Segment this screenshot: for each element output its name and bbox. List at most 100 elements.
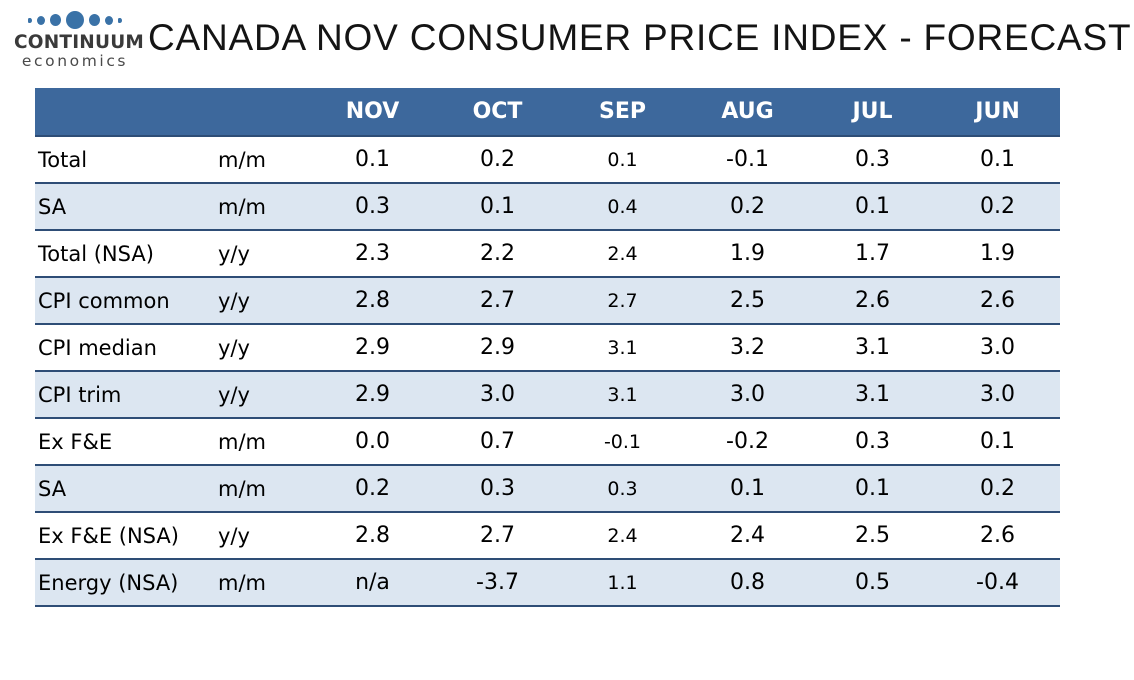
value-cell: 2.3 [355,241,390,266]
row-unit: y/y [218,241,250,266]
value-cell: 2.6 [980,288,1015,313]
value-cell: 2.9 [355,335,390,360]
value-cell: 2.4 [607,524,638,547]
value-cell: 2.7 [480,523,515,548]
value-cell: 2.2 [480,241,515,266]
row-label: Total (NSA) [38,241,154,266]
row-label: Ex F&E [38,429,113,454]
value-cell: 3.1 [855,382,890,407]
table-row: CPI median y/y 2.9 2.9 3.1 3.2 3.1 3.0 [35,324,1060,371]
row-unit: m/m [218,570,266,595]
value-cell: 3.0 [980,335,1015,360]
value-cell: 0.7 [480,429,515,454]
column-header-blank [35,88,215,137]
value-cell: 0.3 [607,477,638,500]
value-cell: 0.2 [355,476,390,501]
value-cell: 1.9 [980,241,1015,266]
value-cell: 0.1 [980,429,1015,454]
value-cell: 0.8 [730,570,765,595]
column-header-nov: NOV [310,88,435,137]
value-cell: 3.1 [607,336,638,359]
cpi-forecast-table-container: NOV OCT SEP AUG JUL JUN Total m/m 0.1 0.2 0.1 -0.1… [35,88,1060,607]
value-cell: 2.6 [980,523,1015,548]
logo-dot [66,11,84,29]
value-cell: 0.5 [855,570,890,595]
cpi-forecast-table: NOV OCT SEP AUG JUL JUN Total m/m 0.1 0.2 0.1 -0.1… [35,88,1060,607]
column-header-oct: OCT [435,88,560,137]
row-label: SA [38,476,67,501]
column-header-jul: JUL [810,88,935,137]
value-cell: -0.2 [726,429,769,454]
table-row: Total m/m 0.1 0.2 0.1 -0.1 0.3 0.1 [35,136,1060,183]
row-label: CPI common [38,288,170,313]
logo-dot [50,14,61,26]
value-cell: 0.3 [480,476,515,501]
value-cell: 1.9 [730,241,765,266]
value-cell: 2.7 [607,289,638,312]
value-cell: 2.5 [730,288,765,313]
value-cell: n/a [355,570,390,595]
column-header-jun: JUN [935,88,1060,137]
table-row: CPI trim y/y 2.9 3.0 3.1 3.0 3.1 3.0 [35,371,1060,418]
value-cell: -0.1 [726,147,769,172]
value-cell: 1.7 [855,241,890,266]
value-cell: 2.4 [730,523,765,548]
row-label: Ex F&E (NSA) [38,523,179,548]
table-row: Energy (NSA) m/m n/a -3.7 1.1 0.8 0.5 -0.4 [35,559,1060,606]
table-row: Ex F&E (NSA) y/y 2.8 2.7 2.4 2.4 2.5 2.6 [35,512,1060,559]
value-cell: 2.5 [855,523,890,548]
row-unit: m/m [218,147,266,172]
value-cell: 0.3 [855,429,890,454]
row-unit: y/y [218,523,250,548]
value-cell: 1.1 [607,571,638,594]
value-cell: 0.0 [355,429,390,454]
value-cell: 2.6 [855,288,890,313]
table-header-row: NOV OCT SEP AUG JUL JUN [35,88,1060,137]
continuum-economics-logo: CONTINUUM economics [14,7,145,72]
value-cell: 3.1 [855,335,890,360]
table-row: SA m/m 0.3 0.1 0.4 0.2 0.1 0.2 [35,183,1060,230]
value-cell: 0.1 [855,476,890,501]
value-cell: 2.7 [480,288,515,313]
logo-dots-icon [14,7,136,33]
header-bar: CONTINUUM economics CANADA NOV CONSUMER … [0,0,1134,72]
row-unit: y/y [218,382,250,407]
value-cell: 0.3 [355,194,390,219]
column-header-sep: SEP [560,88,685,137]
row-label: Energy (NSA) [38,570,179,595]
value-cell: 0.2 [980,476,1015,501]
value-cell: 3.1 [607,383,638,406]
column-header-aug: AUG [685,88,810,137]
value-cell: 3.2 [730,335,765,360]
value-cell: 0.1 [480,194,515,219]
value-cell: 0.4 [607,195,638,218]
value-cell: 0.1 [980,147,1015,172]
row-label: CPI trim [38,382,122,407]
value-cell: 3.0 [730,382,765,407]
table-row: Ex F&E m/m 0.0 0.7 -0.1 -0.2 0.3 0.1 [35,418,1060,465]
logo-dot [37,15,45,25]
value-cell: 0.2 [980,194,1015,219]
row-unit: m/m [218,429,266,454]
value-cell: -0.1 [603,430,642,453]
value-cell: -3.7 [476,570,519,595]
value-cell: 2.8 [355,288,390,313]
value-cell: 2.8 [355,523,390,548]
value-cell: 0.2 [480,147,515,172]
logo-dot [28,17,32,23]
logo-name: CONTINUUM [14,32,145,53]
value-cell: 0.2 [730,194,765,219]
value-cell: 0.1 [855,194,890,219]
value-cell: 0.3 [855,147,890,172]
value-cell: 3.0 [480,382,515,407]
value-cell: 2.9 [355,382,390,407]
logo-dot [118,17,122,23]
logo-dot [105,15,113,25]
value-cell: 3.0 [980,382,1015,407]
column-header-blank [215,88,310,137]
value-cell: 0.1 [730,476,765,501]
row-label: Total [38,147,88,172]
row-unit: y/y [218,335,250,360]
table-row: CPI common y/y 2.8 2.7 2.7 2.5 2.6 2.6 [35,277,1060,324]
